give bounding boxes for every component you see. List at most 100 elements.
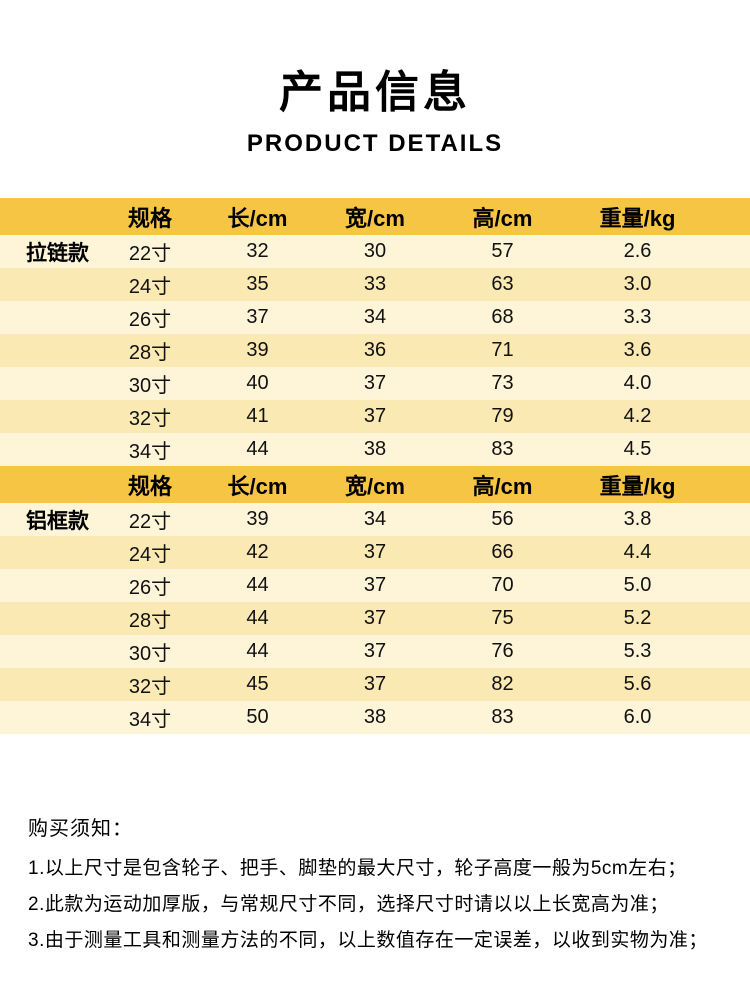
table-cell: 37 bbox=[363, 541, 387, 563]
column-header: 规格 bbox=[127, 205, 172, 231]
table-cell: 5.6 bbox=[623, 673, 652, 695]
table-cell: 3.8 bbox=[623, 508, 652, 530]
table-cell: 5.2 bbox=[623, 607, 652, 629]
category-label: 铝框款 bbox=[26, 509, 89, 533]
page-subtitle: PRODUCT DETAILS bbox=[246, 130, 504, 157]
table-cell: 30 bbox=[363, 240, 387, 262]
table-cell: 37 bbox=[363, 607, 387, 629]
table-cell: 83 bbox=[491, 438, 514, 460]
spec-table-aluminum: 规格 长/cm 宽/cm 高/cm 重量/kg 铝框款 22寸 39 34 56 3.8 24寸 42 3… bbox=[0, 466, 750, 734]
table-cell: 82 bbox=[491, 673, 514, 695]
table-cell: 35 bbox=[246, 273, 269, 295]
table-cell: 32寸 bbox=[128, 408, 172, 430]
table-cell: 34寸 bbox=[128, 441, 172, 463]
table-cell: 71 bbox=[491, 339, 514, 361]
purchase-notes: 购买须知： 1.以上尺寸是包含轮子、把手、脚垫的最大尺寸，轮子高度一般为5cm左… bbox=[0, 812, 750, 959]
table-cell: 44 bbox=[246, 607, 269, 629]
table-cell: 36 bbox=[363, 339, 387, 361]
table-cell: 6.0 bbox=[623, 706, 652, 728]
column-header: 高/cm bbox=[472, 473, 533, 499]
table-cell: 34 bbox=[363, 508, 387, 530]
table-row: 30寸 44 37 76 5.3 bbox=[0, 635, 750, 668]
table-cell: 50 bbox=[246, 706, 269, 728]
table-cell: 30寸 bbox=[128, 643, 172, 665]
table-row: 32寸 41 37 79 4.2 bbox=[0, 400, 750, 433]
column-header: 规格 bbox=[127, 473, 172, 499]
table-row: 32寸 45 37 82 5.6 bbox=[0, 668, 750, 701]
table-cell: 39 bbox=[246, 508, 269, 530]
table-row: 28寸 44 37 75 5.2 bbox=[0, 602, 750, 635]
table-row: 26寸 44 37 70 5.0 bbox=[0, 569, 750, 602]
table-row: 34寸 50 38 83 6.0 bbox=[0, 701, 750, 734]
table-cell: 3.6 bbox=[623, 339, 652, 361]
table-cell: 68 bbox=[491, 306, 514, 328]
table-cell: 30寸 bbox=[128, 375, 172, 397]
category-label: 拉链款 bbox=[26, 241, 89, 265]
column-header: 宽/cm bbox=[345, 205, 405, 231]
table-cell: 26寸 bbox=[128, 577, 172, 599]
title-block: 产品信息 PRODUCT DETAILS bbox=[0, 0, 750, 158]
table-cell: 4.5 bbox=[623, 438, 652, 460]
column-header: 长/cm bbox=[227, 473, 288, 499]
table-cell: 3.0 bbox=[623, 273, 652, 295]
table-cell: 83 bbox=[491, 706, 514, 728]
table-cell: 4.2 bbox=[623, 405, 652, 427]
table-cell: 32 bbox=[246, 240, 269, 262]
table-cell: 63 bbox=[491, 273, 514, 295]
table-row: 24寸 42 37 66 4.4 bbox=[0, 536, 750, 569]
table-cell: 38 bbox=[363, 438, 387, 460]
page-title: 产品信息 bbox=[279, 68, 471, 117]
table-cell: 24寸 bbox=[128, 544, 172, 566]
table-cell: 37 bbox=[363, 673, 387, 695]
table-cell: 45 bbox=[246, 673, 269, 695]
table-cell: 22寸 bbox=[128, 243, 172, 265]
column-header: 高/cm bbox=[472, 205, 533, 231]
table-cell: 75 bbox=[491, 607, 514, 629]
table-cell: 40 bbox=[246, 372, 269, 394]
table-cell: 22寸 bbox=[128, 511, 172, 533]
table-cell: 28寸 bbox=[128, 342, 172, 364]
table-cell: 44 bbox=[246, 438, 269, 460]
table-cell: 37 bbox=[363, 372, 387, 394]
notes-title: 购买须知： bbox=[28, 818, 133, 840]
note-line: 3.由于测量工具和测量方法的不同，以上数值存在一定误差，以收到实物为准； bbox=[28, 930, 708, 951]
table-row: 34寸 44 38 83 4.5 bbox=[0, 433, 750, 466]
table-cell: 70 bbox=[491, 574, 514, 596]
table-cell: 44 bbox=[246, 574, 269, 596]
table-cell: 34寸 bbox=[128, 709, 172, 731]
table-cell: 42 bbox=[246, 541, 269, 563]
table-cell: 32寸 bbox=[128, 676, 172, 698]
table-row: 28寸 39 36 71 3.6 bbox=[0, 334, 750, 367]
table-cell: 57 bbox=[491, 240, 514, 262]
table-cell: 34 bbox=[363, 306, 387, 328]
table-cell: 3.3 bbox=[623, 306, 652, 328]
table-cell: 56 bbox=[491, 508, 514, 530]
table-cell: 79 bbox=[491, 405, 514, 427]
table-cell: 5.0 bbox=[623, 574, 652, 596]
column-header: 宽/cm bbox=[345, 473, 405, 499]
table-cell: 4.0 bbox=[623, 372, 652, 394]
notes-list: 1.以上尺寸是包含轮子、把手、脚垫的最大尺寸，轮子高度一般为5cm左右； 2.此款… bbox=[28, 851, 722, 959]
table-cell: 37 bbox=[246, 306, 269, 328]
table-cell: 37 bbox=[363, 405, 387, 427]
table-header-row: 规格 长/cm 宽/cm 高/cm 重量/kg bbox=[0, 198, 750, 235]
table-cell: 37 bbox=[363, 640, 387, 662]
note-line: 1.以上尺寸是包含轮子、把手、脚垫的最大尺寸，轮子高度一般为5cm左右； bbox=[28, 858, 687, 879]
table-cell: 33 bbox=[363, 273, 387, 295]
table-cell: 24寸 bbox=[128, 276, 172, 298]
column-header: 长/cm bbox=[227, 205, 288, 231]
table-cell: 28寸 bbox=[128, 610, 172, 632]
spec-table-zipper: 规格 长/cm 宽/cm 高/cm 重量/kg 拉链款 22寸 32 30 57 2.6 24寸 35 3… bbox=[0, 198, 750, 466]
table-cell: 38 bbox=[363, 706, 387, 728]
table-cell: 41 bbox=[246, 405, 269, 427]
table-row: 24寸 35 33 63 3.0 bbox=[0, 268, 750, 301]
table-cell: 73 bbox=[491, 372, 514, 394]
note-line: 2.此款为运动加厚版，与常规尺寸不同，选择尺寸时请以以上长宽高为准； bbox=[28, 894, 669, 915]
column-header: 重量/kg bbox=[599, 205, 676, 231]
table-cell: 66 bbox=[491, 541, 514, 563]
table-cell: 2.6 bbox=[623, 240, 652, 262]
table-cell: 5.3 bbox=[623, 640, 652, 662]
column-header: 重量/kg bbox=[599, 473, 676, 499]
table-cell: 44 bbox=[246, 640, 269, 662]
